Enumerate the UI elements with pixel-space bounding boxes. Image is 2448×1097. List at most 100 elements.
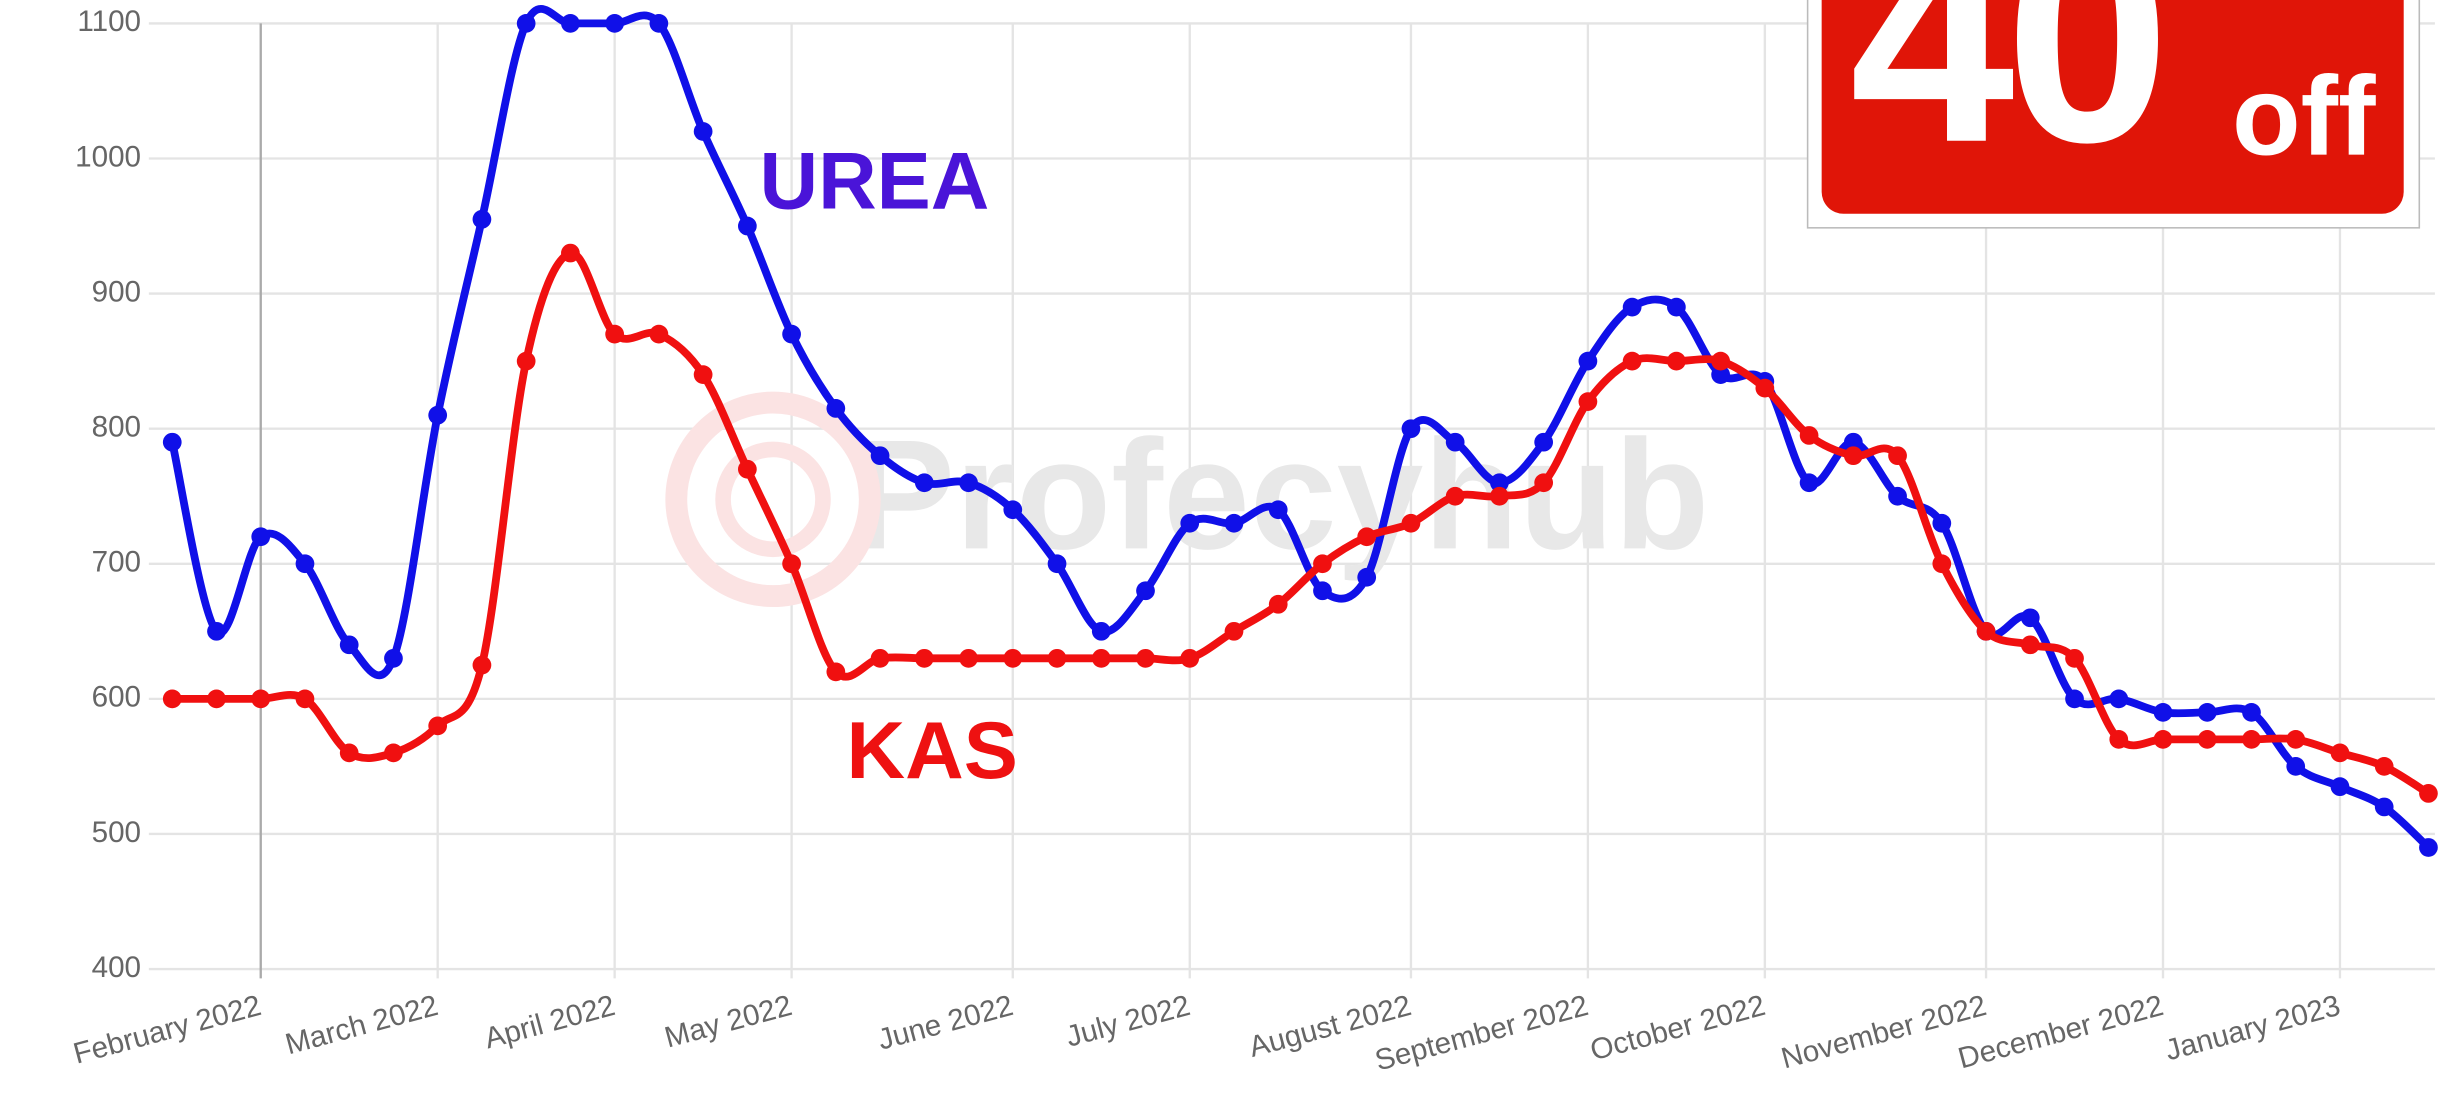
series-label: UREA [760, 137, 990, 227]
x-tick-label: March 2022 [282, 989, 442, 1061]
data-point [2242, 703, 2261, 722]
data-point [782, 554, 801, 574]
data-point [649, 14, 669, 33]
data-point [428, 716, 448, 736]
data-point [1136, 581, 1155, 601]
data-point [295, 554, 315, 574]
data-point [1622, 351, 1642, 371]
data-point [693, 122, 713, 141]
data-point [1622, 297, 1642, 317]
data-point [251, 527, 271, 547]
data-point [1888, 446, 1907, 466]
data-point [1003, 500, 1023, 520]
data-point [2374, 757, 2394, 776]
data-point [1357, 527, 1377, 547]
data-point [1445, 486, 1465, 506]
y-tick-label: 700 [92, 546, 141, 579]
x-tick-label: November 2022 [1778, 989, 1990, 1075]
data-point [1224, 513, 1244, 533]
data-point [162, 432, 182, 452]
data-point [1136, 648, 1155, 668]
data-point [1313, 554, 1332, 574]
data-point [251, 689, 271, 709]
data-point [2020, 608, 2040, 628]
data-point [914, 473, 934, 493]
y-tick-label: 400 [92, 951, 141, 984]
data-point [737, 216, 757, 236]
data-point [1711, 351, 1730, 371]
watermark-logo [715, 441, 831, 558]
data-point [1490, 473, 1509, 493]
data-point [693, 365, 713, 385]
data-point [1534, 432, 1554, 452]
data-point [914, 648, 934, 668]
data-point [782, 324, 801, 344]
data-point [605, 14, 625, 33]
watermark: Profecyhub [851, 408, 1709, 582]
data-point [2197, 730, 2217, 749]
data-point [2330, 777, 2350, 797]
data-point [1180, 513, 1200, 533]
data-point [1003, 648, 1023, 668]
x-tick-label: December 2022 [1955, 989, 2167, 1075]
data-point [1180, 648, 1200, 668]
data-point [737, 459, 757, 479]
data-point [472, 655, 492, 675]
data-point [2419, 838, 2438, 857]
data-point [1843, 446, 1863, 466]
data-point [1888, 486, 1907, 506]
data-point [1976, 621, 1996, 641]
data-point [649, 324, 669, 344]
badge [1821, 0, 2404, 214]
data-point [1932, 513, 1952, 533]
data-point [1047, 648, 1067, 668]
data-point [428, 405, 448, 425]
data-point [472, 209, 492, 229]
data-point [384, 648, 403, 668]
data-point [1268, 594, 1288, 614]
data-point [2153, 730, 2173, 749]
badge-suffix: off [2232, 53, 2376, 179]
x-tick-label: May 2022 [661, 989, 795, 1055]
data-point [2065, 689, 2084, 709]
data-point [1224, 621, 1244, 641]
data-point [870, 446, 890, 466]
data-point [959, 473, 978, 493]
data-point [1843, 432, 1863, 452]
data-point [1357, 567, 1377, 587]
data-point [959, 648, 978, 668]
y-tick-label: 1000 [75, 140, 141, 173]
data-point [2419, 784, 2438, 803]
data-point [207, 689, 226, 709]
data-point [561, 243, 580, 263]
y-tick-label: 900 [92, 275, 141, 308]
series-label: KAS [847, 706, 1018, 796]
x-tick-label: July 2022 [1063, 989, 1194, 1054]
data-point [1490, 486, 1509, 506]
x-tick-label: February 2022 [70, 989, 265, 1071]
data-point [2286, 757, 2306, 776]
y-tick-label: 1100 [77, 5, 141, 38]
data-point [207, 621, 226, 641]
data-point [295, 689, 315, 709]
data-point [1445, 432, 1465, 452]
y-tick-label: 800 [92, 411, 141, 444]
data-point [2153, 703, 2173, 722]
data-point [2374, 797, 2394, 817]
data-point [605, 324, 625, 344]
data-point [826, 399, 846, 418]
data-point [2286, 730, 2306, 749]
data-point [339, 743, 359, 763]
data-point [339, 635, 359, 655]
data-point [516, 351, 536, 371]
data-point [2242, 730, 2261, 749]
data-point [1091, 648, 1111, 668]
data-point [1401, 419, 1421, 439]
data-point [384, 743, 403, 763]
data-point [870, 648, 890, 668]
badge-number: 40 [1850, 0, 2161, 204]
y-tick-label: 500 [92, 816, 141, 849]
data-point [1091, 621, 1111, 641]
